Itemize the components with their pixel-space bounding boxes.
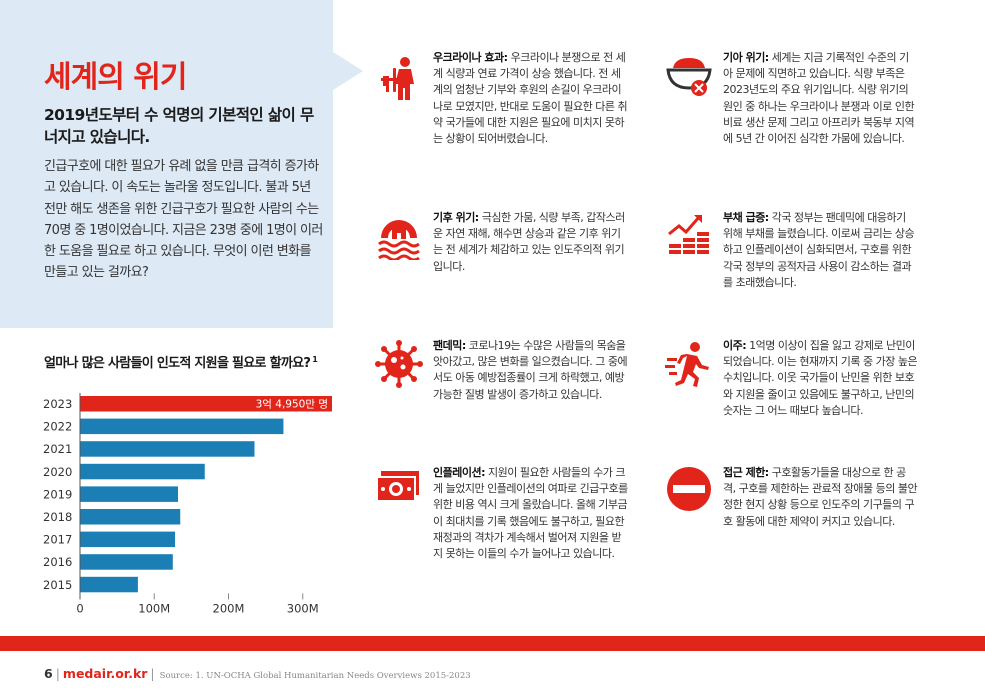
running-person-icon	[665, 342, 709, 387]
item-text: 인플레이션: 지원이 필요한 사람들의 수가 크게 늘었지만 인플레이션의 여파…	[433, 465, 628, 562]
virus-icon	[375, 340, 423, 388]
chart-category-label: 2021	[43, 442, 72, 456]
chart-highlight-label: 3억 4,950만 명	[256, 399, 328, 411]
item-text: 부채 급증: 각국 정부는 팬데믹에 대응하기 위해 부채를 늘렸습니다. 이로…	[723, 210, 918, 291]
item-body: 1억명 이상이 집을 잃고 강제로 난민이 되었습니다. 이는 현재까지 기록 …	[723, 339, 918, 417]
chart-tick-label: 300M	[287, 601, 319, 615]
chart-category-label: 2017	[43, 533, 72, 547]
page-intro-text: 긴급구호에 대한 필요가 유례 없을 만큼 급격히 증가하고 있습니다. 이 속…	[44, 159, 323, 281]
item-text: 기후 위기: 극심한 가뭄, 식량 부족, 갑작스러운 자연 재해, 해수면 상…	[433, 210, 628, 275]
cash-icon	[376, 471, 419, 502]
chart-bar-2018	[80, 509, 181, 525]
chart-category-label: 2020	[43, 465, 72, 479]
item-heading: 기후 위기:	[433, 211, 479, 224]
empty-bowl-icon	[666, 58, 712, 96]
item-heading: 이주:	[723, 339, 747, 352]
footer-separator: |	[55, 666, 60, 681]
chart-category-label: 2016	[43, 555, 72, 569]
item-body: 우크라이나 분쟁으로 전 세계 식량과 연료 가격이 상승 했습니다. 전 세계…	[433, 51, 628, 146]
soldier-icon	[381, 57, 414, 100]
chart-bar-2016	[80, 554, 173, 570]
item-heading: 팬데믹:	[433, 339, 466, 352]
item-heading: 접근 제한:	[723, 466, 769, 479]
chart-title: 얼마나 많은 사람들이 인도적 지원을 필요로 할까요? 1	[44, 352, 318, 371]
chart-bar-2017	[80, 531, 176, 548]
item-heading: 부채 급증:	[723, 211, 769, 224]
item-heading: 인플레이션:	[433, 466, 486, 479]
chart-bar-2020	[80, 463, 205, 480]
item-body: 코로나19는 수많은 사람들의 목숨을 앗아갔고, 많은 변화를 일으켰습니다.…	[433, 339, 628, 401]
chart-tick-label: 200M	[213, 601, 245, 615]
item-text: 기아 위기: 세계는 지금 기록적인 수준의 기아 문제에 직면하고 있습니다.…	[723, 50, 918, 147]
site-link[interactable]: medair.or.kr	[62, 666, 148, 681]
item-body: 세계는 지금 기록적인 수준의 기아 문제에 직면하고 있습니다. 식량 부족은…	[723, 51, 915, 146]
item-heading: 기아 위기:	[723, 51, 769, 64]
intro-arrow	[333, 52, 363, 90]
debt-chart-icon	[668, 215, 709, 254]
footer-bar	[0, 636, 985, 651]
item-text: 우크라이나 효과: 우크라이나 분쟁으로 전 세계 식량과 연료 가격이 상승 …	[433, 50, 628, 147]
chart-category-label: 2018	[43, 510, 72, 524]
chart-category-label: 2019	[43, 487, 72, 501]
chart-title-footnote: 1	[312, 354, 318, 364]
footer: 6 | medair.or.kr | Source: 1. UN-OCHA Global…	[44, 666, 471, 681]
item-body: 구호활동가들을 대상으로 한 공격, 구호를 제한하는 관료적 장애물 등의 불…	[723, 466, 918, 528]
chart-bar-2019	[80, 486, 179, 502]
item-body: 극심한 가뭄, 식량 부족, 갑작스러운 자연 재해, 해수면 상승과 같은 기…	[433, 211, 625, 273]
no-entry-icon	[667, 467, 711, 511]
chart-category-label: 2023	[43, 397, 72, 411]
flood-icon	[378, 220, 420, 260]
chart-bar-2015	[80, 576, 138, 593]
item-heading: 우크라이나 효과:	[433, 51, 508, 64]
item-text: 팬데믹: 코로나19는 수많은 사람들의 목숨을 앗아갔고, 많은 변화를 일으…	[433, 338, 628, 403]
chart-bar-2021	[80, 441, 255, 457]
item-text: 이주: 1억명 이상이 집을 잃고 강제로 난민이 되었습니다. 이는 현재까지…	[723, 338, 918, 419]
footer-source: Source: 1. UN-OCHA Global Humanitarian N…	[159, 671, 471, 681]
page-subtitle: 2019년도부터 수 억명의 기본적인 삶이 무너지고 있습니다.	[44, 106, 314, 146]
footer-separator: |	[150, 666, 155, 681]
chart-tick-label: 100M	[138, 601, 170, 615]
item-body: 지원이 필요한 사람들의 수가 크게 늘었지만 인플레이션의 여파로 긴급구호를…	[433, 466, 628, 561]
chart-bar-2023	[80, 396, 332, 412]
page-title: 세계의 위기	[44, 60, 187, 95]
chart-bar-2022	[80, 418, 284, 435]
item-text: 접근 제한: 구호활동가들을 대상으로 한 공격, 구호를 제한하는 관료적 장…	[723, 465, 918, 530]
item-body: 각국 정부는 팬데믹에 대응하기 위해 부채를 늘렸습니다. 이로써 금리는 상…	[723, 211, 915, 289]
chart-category-label: 2015	[43, 578, 72, 592]
chart-tick-label: 0	[76, 601, 83, 615]
page-number: 6	[44, 666, 53, 681]
chart-category-label: 2022	[43, 420, 72, 434]
chart-title-text: 얼마나 많은 사람들이 인도적 지원을 필요로 할까요?	[44, 356, 311, 371]
intro-panel	[0, 0, 333, 328]
humanitarian-needs-chart: 2023 2022 2021 2020 2019 2018 2017 2016 2015 3억 4…	[43, 393, 332, 615]
